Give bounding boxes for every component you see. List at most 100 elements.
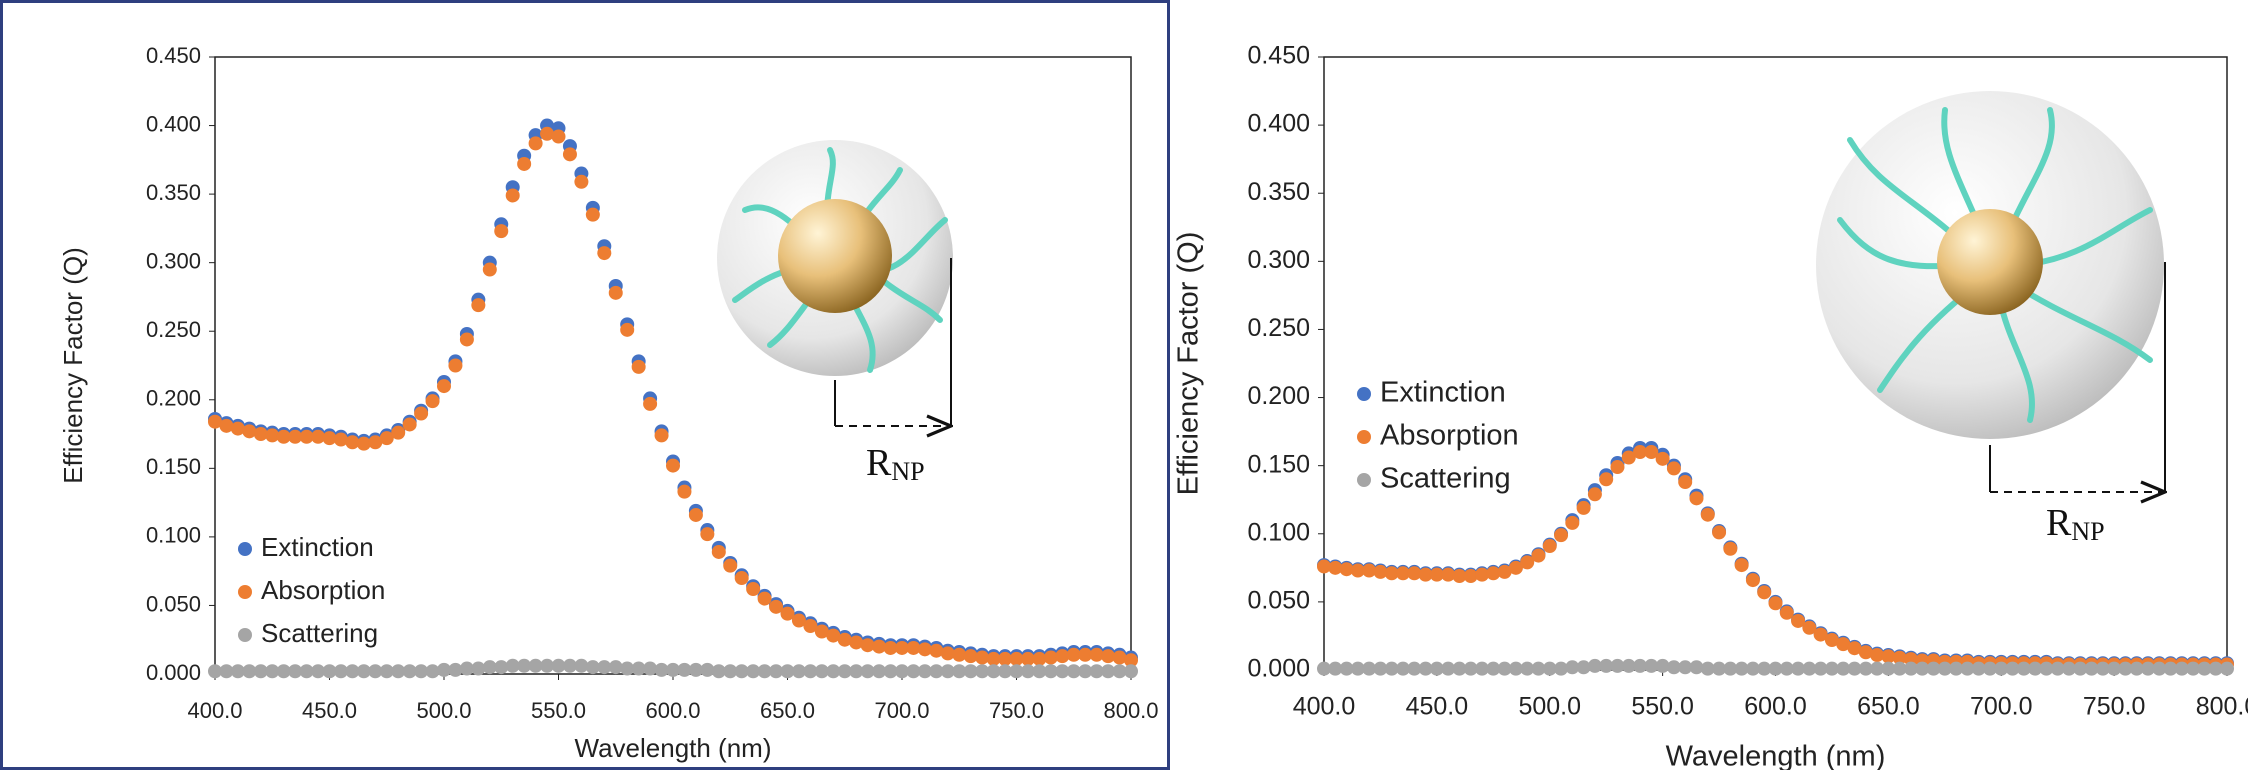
data-point (780, 664, 795, 679)
data-point (1009, 651, 1024, 666)
y-axis-label: Efficiency Factor (Q) (1173, 232, 1205, 496)
data-point (688, 662, 703, 677)
data-point (917, 664, 932, 679)
data-point (608, 660, 623, 675)
data-point (1813, 627, 1828, 642)
data-point (1858, 661, 1873, 676)
data-point (1565, 515, 1580, 530)
data-point (2107, 661, 2122, 676)
data-point (379, 431, 394, 446)
data-point (929, 643, 944, 658)
data-point (219, 418, 234, 433)
annotation: RNP (866, 442, 925, 486)
data-point (1791, 613, 1806, 628)
data-point (952, 664, 967, 679)
x-tick-label: 500.0 (416, 698, 471, 723)
data-point (597, 246, 612, 261)
data-point (1497, 661, 1512, 676)
data-point (1779, 605, 1794, 620)
series (208, 126, 1138, 668)
data-point (242, 424, 257, 439)
data-point (1475, 567, 1490, 582)
data-point (1881, 649, 1896, 664)
data-point (494, 224, 509, 239)
y-tick-label: 0.350 (146, 180, 201, 205)
data-point (1779, 661, 1794, 676)
data-point (1078, 664, 1093, 679)
data-point (986, 651, 1001, 666)
data-point (379, 664, 394, 679)
data-point (1723, 541, 1738, 556)
data-point (1881, 661, 1896, 676)
data-point (1949, 661, 1964, 676)
legend-label: Absorption (261, 575, 385, 605)
y-tick-label: 0.300 (1247, 246, 1310, 274)
data-point (1982, 661, 1997, 676)
data-point (711, 544, 726, 559)
data-point (1531, 661, 1546, 676)
y-tick-label: 0.450 (1247, 42, 1310, 70)
data-point (1937, 661, 1952, 676)
data-point (253, 664, 268, 679)
data-point (562, 147, 577, 162)
y-tick-label: 0.200 (146, 386, 201, 411)
data-point (1994, 661, 2009, 676)
data-point (311, 429, 326, 444)
data-point (906, 664, 921, 679)
data-point (1362, 563, 1377, 578)
data-point (998, 651, 1013, 666)
data-point (1644, 658, 1659, 673)
data-point (505, 658, 520, 673)
x-tick-label: 550.0 (1631, 693, 1694, 721)
data-point (952, 647, 967, 662)
data-point (895, 664, 909, 679)
y-tick-label: 0.400 (1247, 110, 1310, 138)
x-tick-label: 450.0 (1406, 693, 1469, 721)
data-point (368, 664, 383, 679)
data-point (585, 660, 600, 675)
data-point (1112, 650, 1127, 665)
data-point (1328, 560, 1343, 575)
x-axis-label: Wavelength (nm) (575, 733, 772, 763)
data-point (574, 658, 589, 673)
data-point (1020, 651, 1035, 666)
data-point (1452, 569, 1467, 584)
data-point (437, 662, 451, 677)
data-point (322, 431, 337, 446)
data-point (2061, 661, 2076, 676)
data-point (620, 322, 635, 337)
data-point (494, 660, 509, 675)
data-point (837, 632, 852, 647)
data-point (1066, 647, 1081, 662)
data-point (1836, 637, 1851, 652)
legend-marker (1357, 430, 1371, 444)
data-point (677, 662, 692, 677)
data-point (700, 662, 715, 677)
data-point (1734, 661, 1749, 676)
data-point (276, 429, 291, 444)
y-tick-label: 0.200 (1247, 382, 1310, 410)
data-point (803, 664, 818, 679)
data-point (1441, 661, 1456, 676)
data-point (1089, 664, 1104, 679)
data-point (1734, 558, 1749, 573)
data-point (517, 156, 532, 171)
data-point (666, 458, 680, 473)
data-point (803, 619, 818, 634)
data-point (345, 435, 360, 450)
data-point (1339, 661, 1354, 676)
x-tick-label: 800.0 (1103, 698, 1158, 723)
y-tick-label: 0.350 (1247, 178, 1310, 206)
data-point (528, 136, 543, 151)
legend-label: Extinction (261, 532, 374, 562)
y-tick-label: 0.050 (1247, 586, 1310, 614)
data-point (1903, 661, 1918, 676)
data-point (1576, 660, 1591, 675)
data-point (860, 664, 875, 679)
data-point (1768, 661, 1783, 676)
x-tick-label: 400.0 (1293, 693, 1356, 721)
legend-marker (1357, 387, 1371, 401)
data-point (1926, 661, 1941, 676)
annotation-sub: NP (891, 457, 924, 486)
